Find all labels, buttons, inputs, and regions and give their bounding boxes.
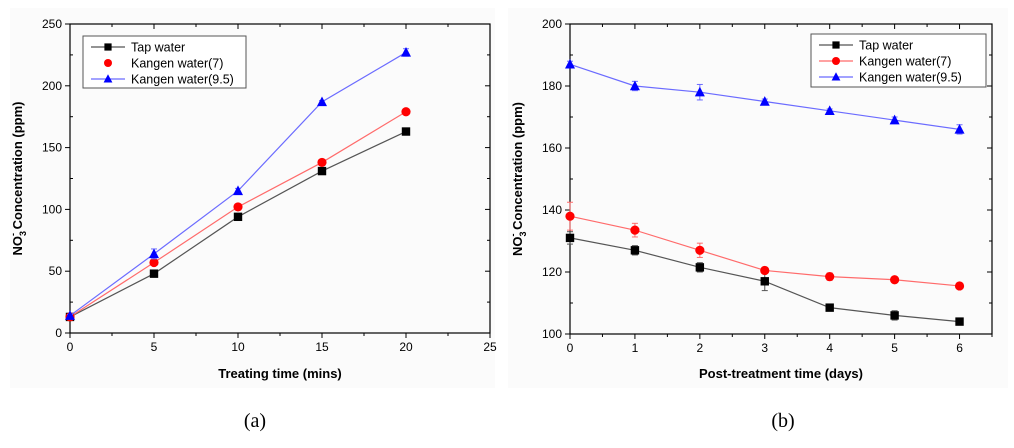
x-tick-label: 0: [567, 341, 574, 355]
chart-panel-b: 0 1 2 3 4 5 6 100 120 140 160 180 200 Tap water Kangen…: [508, 8, 1008, 432]
legend: Tap water Kangen water(7) Kangen water(9.5…: [810, 33, 987, 88]
x-tick-label: 1: [632, 341, 639, 355]
panel-caption: (b): [771, 410, 794, 432]
data-point-triangle: [824, 105, 835, 116]
x-tick-label: 6: [956, 341, 963, 355]
data-point-triangle: [629, 80, 640, 91]
data-point-circle: [565, 211, 575, 221]
data-point-triangle: [103, 74, 113, 83]
data-point-triangle: [759, 96, 770, 106]
panel-caption: (a): [244, 410, 266, 432]
y-tick-label: 140: [542, 203, 562, 217]
data-point-circle: [825, 272, 835, 282]
x-tick-label: 5: [891, 341, 898, 355]
y-tick-label: 0: [55, 326, 62, 340]
data-point-square: [565, 233, 575, 243]
legend-item: Kangen water(7): [104, 57, 223, 71]
legend: Tap water Kangen water(7) Kangen water(9.5…: [82, 35, 247, 89]
series-kangen-water-9-5: [565, 58, 965, 135]
y-tick-label: 150: [42, 141, 62, 155]
y-tick-label: 100: [542, 327, 562, 341]
data-point-square: [890, 311, 899, 320]
legend-label: Tap water: [859, 39, 913, 53]
data-point-triangle: [317, 96, 327, 107]
y-tick-label: 180: [542, 79, 562, 93]
data-point-circle: [233, 202, 243, 212]
data-point-square: [825, 303, 834, 312]
data-point-square: [832, 41, 840, 49]
data-point-circle: [630, 225, 640, 235]
y-axis-title: NO3- Concentration (ppm): [508, 102, 528, 256]
x-tick-label: 4: [826, 341, 833, 355]
y-tick-label: 120: [542, 265, 562, 279]
data-point-square: [695, 263, 705, 272]
data-point-circle: [890, 275, 900, 285]
data-point-circle: [954, 281, 965, 291]
legend-label: Kangen water(9.5): [131, 73, 234, 87]
data-point-circle: [104, 59, 112, 67]
data-point-triangle: [889, 114, 900, 125]
legend-label: Kangen water(9.5): [859, 71, 962, 85]
x-tick-label: 2: [697, 341, 704, 355]
y-tick-label: 100: [42, 202, 62, 216]
x-tick-label: 3: [761, 341, 768, 355]
legend-item: Kangen water(9.5): [819, 71, 962, 85]
x-tick-label: 10: [231, 340, 245, 354]
data-point-square: [401, 127, 411, 136]
data-point-triangle: [65, 310, 75, 320]
y-tick-label: 200: [542, 17, 562, 31]
x-tick-label: 25: [483, 340, 497, 354]
data-point-square: [149, 269, 159, 278]
data-point-triangle: [831, 72, 841, 81]
x-axis-title: Post-treatment time (days): [699, 366, 863, 381]
data-point-square: [955, 317, 964, 326]
data-point-triangle: [233, 185, 243, 196]
x-tick-label: 15: [315, 340, 329, 354]
data-point-circle: [760, 265, 770, 276]
data-point-circle: [317, 157, 327, 168]
data-point-square: [317, 166, 327, 176]
y-tick-label: 200: [42, 79, 62, 93]
data-point-triangle: [401, 46, 411, 57]
series-kangen-water-9-5: [65, 46, 411, 320]
data-point-circle: [149, 257, 159, 268]
data-point-circle: [401, 107, 411, 117]
x-axis-title: Treating time (mins): [218, 366, 342, 381]
data-point-triangle: [149, 248, 159, 259]
legend-item: Tap water: [91, 41, 185, 55]
data-point-triangle: [565, 58, 575, 69]
x-tick-label: 20: [399, 340, 413, 354]
y-tick-label: 160: [542, 141, 562, 155]
legend-label: Kangen water(7): [131, 57, 223, 71]
x-tick-label: 5: [151, 340, 158, 354]
data-point-triangle: [954, 123, 965, 134]
data-point-circle: [832, 57, 840, 65]
data-point-square: [630, 246, 640, 255]
legend-item: Kangen water(7): [819, 55, 951, 69]
legend-label: Tap water: [131, 41, 185, 55]
legend-label: Kangen water(7): [859, 55, 951, 69]
legend-item: Kangen water(9.5): [91, 73, 234, 87]
y-tick-label: 250: [42, 17, 62, 31]
data-point-triangle: [694, 86, 705, 97]
data-point-square: [760, 277, 769, 286]
data-point-circle: [695, 245, 705, 255]
y-axis-title: NO3- Concentration (ppm): [8, 102, 28, 256]
data-point-square: [104, 43, 112, 51]
series-kangen-water-7: [565, 201, 965, 291]
x-tick-label: 0: [67, 340, 74, 354]
data-point-square: [233, 212, 243, 222]
y-tick-label: 50: [49, 264, 63, 278]
plot-area: 0 1 2 3 4 5 6 100 120 140 160 180 200 Tap water Kangen…: [542, 17, 993, 355]
legend-item: Tap water: [819, 39, 913, 53]
